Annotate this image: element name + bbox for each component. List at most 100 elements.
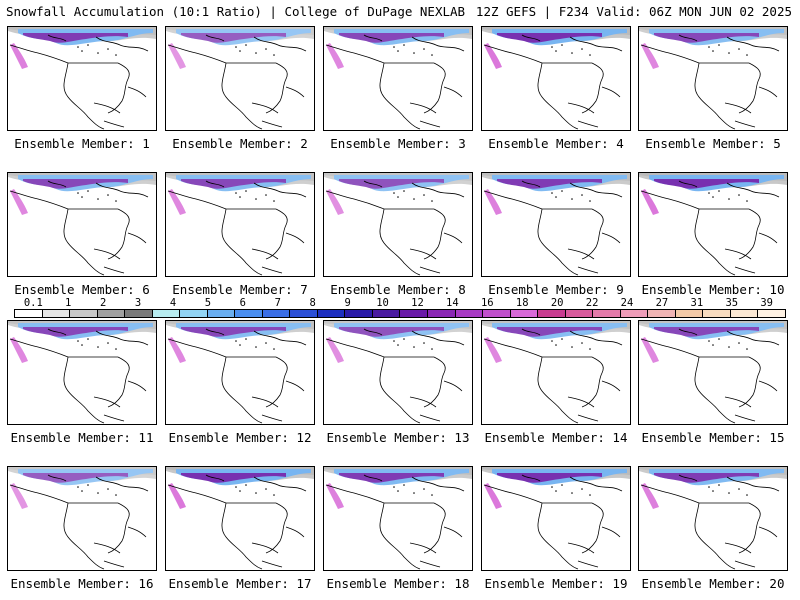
legend-swatch (565, 310, 594, 317)
legend-swatch (510, 310, 539, 317)
snowfall-map (165, 26, 315, 131)
ensemble-panel: Ensemble Member: 4 (481, 26, 631, 151)
ensemble-panel: Ensemble Member: 15 (638, 320, 788, 445)
legend-tick-label: 18 (515, 297, 529, 309)
legend-swatch (345, 310, 373, 317)
legend-tick-label: 20 (550, 297, 564, 309)
run-info: 12Z GEFS | F234 Valid: 06Z MON JUN 02 20… (475, 4, 792, 19)
ensemble-panel: Ensemble Member: 6 (7, 172, 157, 297)
ensemble-panel: Ensemble Member: 11 (7, 320, 157, 445)
ensemble-panel: Ensemble Member: 9 (481, 172, 631, 297)
legend-tick-label: 31 (690, 297, 704, 309)
snowfall-map (323, 26, 473, 131)
legend-tick-label: 24 (620, 297, 634, 309)
legend-swatch (483, 310, 511, 317)
legend-tick-label: 4 (169, 297, 177, 309)
ensemble-member-label: Ensemble Member: 2 (172, 136, 308, 151)
legend-tick-label: 3 (134, 297, 142, 309)
legend-tick-label: 1 (65, 297, 72, 309)
legend-tick-label: 22 (585, 297, 599, 309)
legend-swatch (70, 310, 98, 317)
legend-tick-label: 16 (480, 297, 494, 309)
ensemble-member-label: Ensemble Member: 7 (172, 282, 308, 297)
ensemble-panel: Ensemble Member: 2 (165, 26, 315, 151)
ensemble-member-label: Ensemble Member: 16 (10, 576, 154, 591)
legend-swatch (648, 310, 676, 317)
snowfall-map (481, 320, 631, 425)
ensemble-member-label: Ensemble Member: 14 (484, 430, 628, 445)
ensemble-member-label: Ensemble Member: 3 (330, 136, 466, 151)
snowfall-map (7, 172, 157, 277)
legend-swatch (317, 310, 346, 317)
ensemble-member-label: Ensemble Member: 17 (168, 576, 312, 591)
legend-tick-label: 7 (274, 297, 281, 309)
legend-swatch (620, 310, 649, 317)
snowfall-map (165, 320, 315, 425)
snowfall-map (323, 172, 473, 277)
ensemble-panel: Ensemble Member: 1 (7, 26, 157, 151)
legend-labels: 0.1 1 2 3 4 5 6 7 8 9 10 12 14 16 18 20 22 24 27 31 35 39 (14, 297, 786, 309)
ensemble-panel: Ensemble Member: 7 (165, 172, 315, 297)
legend-tick-label: 14 (446, 297, 459, 309)
snowfall-map (7, 320, 157, 425)
ensemble-panel: Ensemble Member: 3 (323, 26, 473, 151)
ensemble-panel: Ensemble Member: 19 (481, 466, 631, 591)
ensemble-member-label: Ensemble Member: 5 (645, 136, 781, 151)
ensemble-member-label: Ensemble Member: 1 (14, 136, 150, 151)
legend-swatch (152, 310, 181, 317)
ensemble-member-label: Ensemble Member: 13 (326, 430, 470, 445)
snowfall-map (7, 466, 157, 571)
snowfall-map (481, 172, 631, 277)
color-legend: 0.1 1 2 3 4 5 6 7 8 9 10 12 14 16 18 20 22 24 27 31 35 39 (14, 297, 786, 318)
legend-swatch (427, 310, 456, 317)
legend-swatch (15, 310, 43, 317)
ensemble-member-label: Ensemble Member: 11 (10, 430, 154, 445)
chart-title: Snowfall Accumulation (10:1 Ratio) | Col… (6, 4, 466, 19)
legend-swatch (125, 310, 153, 317)
ensemble-member-label: Ensemble Member: 8 (330, 282, 466, 297)
legend-bar (14, 309, 786, 318)
ensemble-member-label: Ensemble Member: 15 (641, 430, 785, 445)
ensemble-panel: Ensemble Member: 18 (323, 466, 473, 591)
legend-swatch (758, 310, 785, 317)
ensemble-member-label: Ensemble Member: 12 (168, 430, 312, 445)
legend-swatch (262, 310, 291, 317)
legend-swatch (235, 310, 263, 317)
legend-swatch (593, 310, 621, 317)
legend-tick-label: 35 (725, 297, 739, 309)
ensemble-member-label: Ensemble Member: 10 (641, 282, 785, 297)
legend-tick-label: 10 (376, 297, 389, 309)
legend-tick-label: 39 (760, 297, 774, 309)
snowfall-map (638, 26, 788, 131)
legend-swatch (703, 310, 731, 317)
legend-tick-label: 6 (239, 297, 246, 309)
legend-swatch (538, 310, 566, 317)
ensemble-panel: Ensemble Member: 17 (165, 466, 315, 591)
ensemble-panel: Ensemble Member: 10 (638, 172, 788, 297)
legend-swatch (290, 310, 318, 317)
ensemble-member-label: Ensemble Member: 19 (484, 576, 628, 591)
legend-swatch (730, 310, 759, 317)
ensemble-member-label: Ensemble Member: 20 (641, 576, 785, 591)
legend-swatch (372, 310, 401, 317)
ensemble-panel: Ensemble Member: 13 (323, 320, 473, 445)
legend-swatch (400, 310, 428, 317)
legend-tick-label: 9 (344, 297, 351, 309)
legend-swatch (455, 310, 484, 317)
ensemble-panel: Ensemble Member: 8 (323, 172, 473, 297)
legend-swatch (180, 310, 208, 317)
legend-swatch (97, 310, 126, 317)
ensemble-member-label: Ensemble Member: 4 (488, 136, 624, 151)
legend-swatch (42, 310, 71, 317)
legend-tick-label: 5 (204, 297, 212, 309)
snowfall-map (638, 466, 788, 571)
ensemble-panel: Ensemble Member: 16 (7, 466, 157, 591)
ensemble-member-label: Ensemble Member: 18 (326, 576, 470, 591)
snowfall-map (165, 466, 315, 571)
legend-tick-label: 27 (655, 297, 669, 309)
ensemble-member-label: Ensemble Member: 6 (14, 282, 150, 297)
ensemble-panel: Ensemble Member: 20 (638, 466, 788, 591)
snowfall-map (165, 172, 315, 277)
legend-tick-label: 8 (309, 297, 316, 309)
legend-swatch (207, 310, 236, 317)
